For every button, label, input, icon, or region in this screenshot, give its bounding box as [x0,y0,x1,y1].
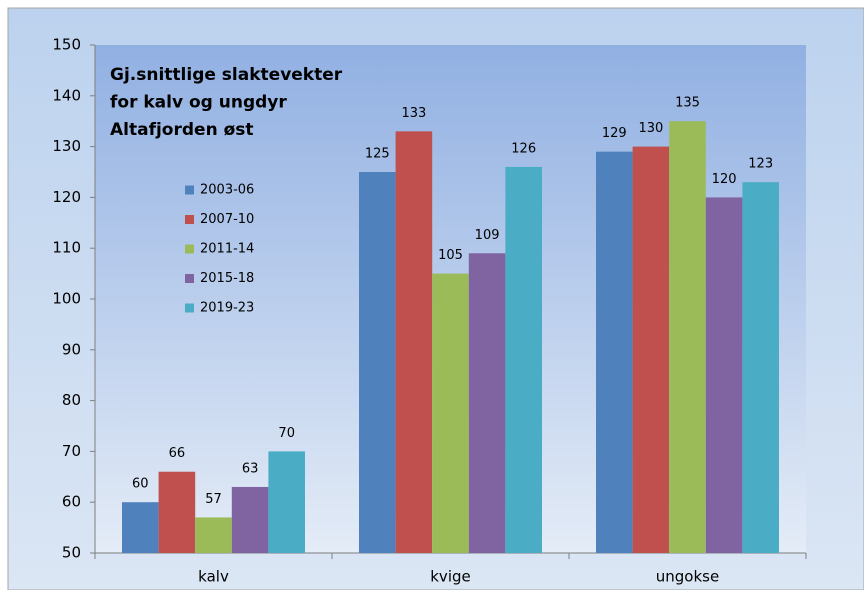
bar [432,273,469,553]
y-tick-label: 50 [62,544,81,562]
bar [742,182,779,553]
legend-swatch [185,303,194,313]
bar [395,131,433,554]
bar [468,253,506,553]
x-tick-label: kvige [430,568,470,586]
bar [231,486,269,553]
y-tick-label: 130 [52,137,81,155]
legend-swatch [185,185,194,195]
chart-title: Altafjorden øst [110,120,254,140]
value-label: 133 [401,106,426,121]
y-tick-label: 120 [52,188,81,206]
y-tick-label: 100 [52,290,81,308]
bar [669,121,706,553]
value-label: 105 [438,248,463,263]
value-label: 135 [675,96,700,111]
chart-title: for kalv og ungdyr [110,93,287,113]
value-label: 130 [638,121,663,136]
value-label: 129 [602,126,627,141]
value-label: 57 [205,492,222,507]
legend-label: 2011-14 [200,242,254,257]
bar [158,471,196,553]
legend-label: 2003-06 [200,183,254,198]
bar [705,197,743,553]
bar [632,146,670,553]
value-label: 66 [169,446,186,461]
bar [596,151,633,553]
legend-swatch [185,274,194,283]
y-tick-label: 80 [62,391,81,409]
bar [195,517,232,553]
value-label: 126 [511,141,536,156]
y-tick-label: 140 [52,86,81,104]
x-tick-label: kalv [198,568,229,586]
value-label: 123 [748,157,773,172]
bar [505,166,542,554]
chart-title: Gj.snittlige slaktevekter [110,65,343,85]
y-tick-label: 150 [52,36,81,54]
value-label: 109 [475,228,500,243]
legend-label: 2007-10 [200,212,254,227]
bar [122,502,159,553]
bar [268,451,305,553]
y-tick-label: 60 [62,493,81,511]
value-label: 60 [132,477,149,492]
x-tick-label: ungokse [656,568,719,586]
legend-swatch [185,215,194,224]
y-tick-label: 110 [52,239,81,257]
value-label: 120 [712,172,737,187]
value-label: 70 [278,426,295,441]
legend-swatch [185,244,194,254]
y-tick-label: 70 [62,442,81,460]
legend-label: 2015-18 [200,271,254,286]
legend-label: 2019-23 [200,301,254,316]
value-label: 63 [242,461,259,476]
y-tick-label: 90 [62,340,81,358]
value-label: 125 [365,147,390,162]
bar [359,172,396,553]
